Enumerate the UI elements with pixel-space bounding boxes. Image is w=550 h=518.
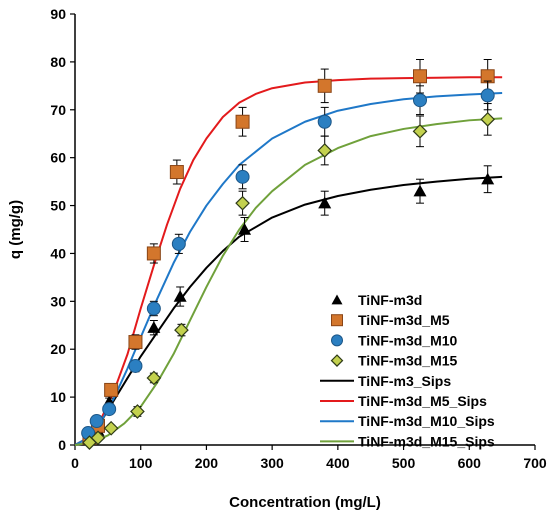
y-tick-label: 80 — [50, 54, 66, 70]
y-axis-title: q (mg/g) — [7, 200, 24, 259]
legend-marker — [331, 334, 343, 347]
data-point — [128, 335, 143, 350]
legend-entry: TiNF-m3d — [331, 292, 422, 308]
data-point — [235, 169, 250, 184]
data-point — [147, 321, 161, 333]
series-points — [81, 58, 496, 450]
data-point — [130, 404, 145, 419]
data-point — [146, 301, 161, 316]
data-point — [103, 420, 119, 436]
legend-entry: TiNF-m3d_M10 — [331, 332, 458, 348]
y-tick-label: 40 — [50, 245, 66, 261]
legend-label: TiNF-m3d_M10_Sips — [358, 413, 495, 429]
data-point — [317, 143, 333, 158]
x-tick-label: 300 — [260, 455, 284, 471]
legend-entry: TiNF-m3d_M5_Sips — [320, 393, 487, 409]
data-point — [171, 236, 186, 251]
y-tick-label: 70 — [50, 102, 66, 118]
data-point — [89, 414, 104, 429]
data-point — [128, 358, 143, 373]
legend-entry: TiNF-m3_Sips — [320, 373, 451, 389]
data-point — [413, 184, 427, 197]
legend-entry: TiNF-m3d_M10_Sips — [320, 413, 495, 429]
data-point — [480, 88, 495, 103]
y-ticks: 0 10 20 30 40 50 60 70 80 90 — [50, 6, 75, 453]
y-tick-label: 60 — [50, 150, 66, 166]
data-point — [238, 223, 252, 235]
x-tick-label: 400 — [326, 455, 350, 471]
y-tick-label: 10 — [50, 389, 66, 405]
y-tick-label: 50 — [50, 198, 66, 214]
legend-label: TiNF-m3d_M15_Sips — [358, 433, 495, 449]
data-point — [412, 123, 428, 139]
legend-label: TiNF-m3d_M10 — [358, 332, 458, 348]
y-tick-label: 20 — [50, 341, 66, 357]
legend-marker — [331, 294, 343, 305]
legend-entry: TiNF-m3d_M15_Sips — [320, 433, 495, 449]
legend-marker — [331, 314, 343, 327]
x-tick-label: 600 — [458, 455, 482, 471]
legend-label: TiNF-m3d_M5 — [358, 312, 450, 328]
data-point — [413, 93, 427, 108]
y-tick-label: 90 — [50, 6, 66, 22]
legend-entry: TiNF-m3d_M5 — [331, 312, 450, 328]
data-point — [90, 430, 106, 446]
sips-fit-line — [74, 117, 503, 446]
legend-marker — [330, 354, 344, 367]
data-point — [174, 322, 189, 338]
data-point — [235, 195, 250, 211]
data-point — [173, 290, 187, 302]
legend-label: TiNF-m3d — [358, 292, 422, 308]
legend-label: TiNF-m3d_M5_Sips — [358, 393, 487, 409]
data-point — [104, 382, 119, 397]
data-point — [102, 402, 117, 417]
legend-entry: TiNF-m3d_M15 — [330, 353, 458, 369]
sips-fit-line — [74, 76, 503, 446]
data-point — [146, 246, 161, 261]
data-point — [317, 78, 332, 93]
legend-label: TiNF-m3_Sips — [358, 373, 451, 389]
x-tick-label: 100 — [129, 455, 153, 471]
data-point — [317, 114, 332, 129]
data-point — [318, 196, 332, 209]
legend-label: TiNF-m3d_M15 — [358, 353, 458, 369]
x-axis-title: Concentration (mg/L) — [229, 494, 381, 511]
data-point — [169, 165, 184, 180]
legend: TiNF-m3d TiNF-m3d_M5 TiNF-m3d_M10 TiNF-m3d_… — [320, 292, 495, 449]
data-point — [413, 69, 427, 84]
x-tick-label: 700 — [523, 455, 547, 471]
y-tick-label: 0 — [58, 437, 66, 453]
data-point — [480, 112, 496, 127]
data-point — [235, 114, 250, 129]
x-tick-label: 0 — [71, 455, 79, 471]
data-point — [481, 172, 495, 185]
x-tick-label: 200 — [195, 455, 219, 471]
x-ticks: 0 100 200 300 400 500 600 700 — [71, 445, 547, 471]
y-tick-label: 30 — [50, 293, 66, 309]
x-tick-label: 500 — [392, 455, 416, 471]
data-point — [146, 370, 162, 386]
plot-area: 0 100 200 300 400 500 600 700 0 10 20 30 40 50 60 70 80… — [50, 6, 546, 471]
